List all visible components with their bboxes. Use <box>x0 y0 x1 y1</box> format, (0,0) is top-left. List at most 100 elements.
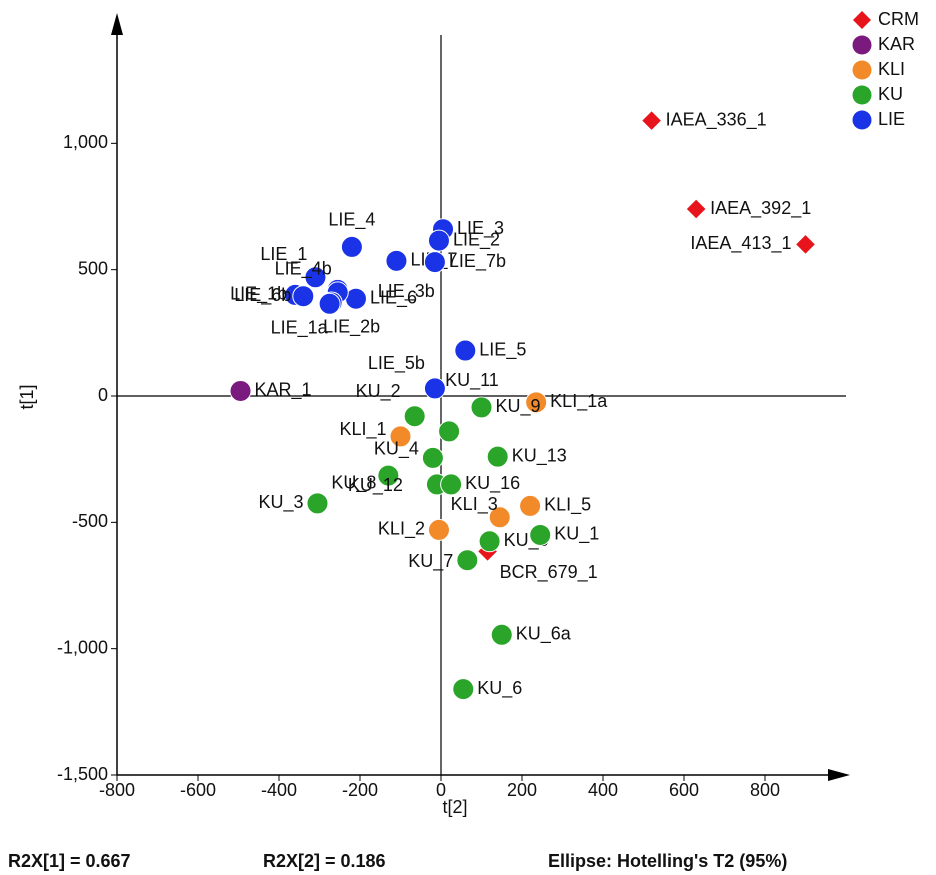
y-tick-label: 1,000 <box>63 132 108 152</box>
point-label: KU_12 <box>348 475 403 496</box>
point-label: LIE_3 <box>457 218 504 239</box>
point <box>292 285 315 308</box>
y-axis-label: t[1] <box>17 384 37 409</box>
point-label: KU_6a <box>516 624 572 645</box>
point-label: BCR_679_1 <box>500 562 598 583</box>
x-tick-label: -600 <box>180 780 216 800</box>
point-label: KLI_2 <box>378 519 425 540</box>
point-label: IAEA_336_1 <box>666 109 767 130</box>
point-label: LIE_7b <box>449 251 506 272</box>
legend-label: KAR <box>878 34 915 54</box>
point <box>452 678 475 701</box>
point <box>423 251 446 274</box>
point-label: LIE_4b <box>275 259 332 280</box>
point <box>640 109 663 132</box>
point-label: KU_11 <box>445 370 499 391</box>
point-label: LIE_2 <box>453 229 500 250</box>
point <box>529 523 552 546</box>
x-tick-label: 600 <box>669 780 699 800</box>
point <box>304 266 327 289</box>
point <box>389 425 412 448</box>
point-label: IAEA_413_1 <box>690 233 791 254</box>
point <box>438 420 461 443</box>
point-label: LIE_1a <box>271 317 329 338</box>
annotation: R2X[2] = 0.186 <box>263 851 386 871</box>
x-tick-label: -200 <box>342 780 378 800</box>
point-label: LIE_6b <box>234 285 291 306</box>
point <box>490 623 513 646</box>
point <box>427 518 450 541</box>
point <box>427 229 450 252</box>
x-tick-label: 800 <box>750 780 780 800</box>
point <box>421 446 444 469</box>
annotation: Ellipse: Hotelling's T2 (95%) <box>548 851 787 871</box>
point <box>685 198 707 220</box>
point <box>519 494 542 517</box>
point <box>403 405 426 428</box>
point <box>486 445 509 468</box>
point <box>377 464 400 487</box>
point <box>470 396 493 419</box>
point-label: LIE_2b <box>323 317 380 338</box>
point-label: LIE_6 <box>370 287 417 308</box>
legend-marker <box>852 35 872 55</box>
x-tick-label: 0 <box>436 780 446 800</box>
point-label: LIE_1 <box>260 244 307 265</box>
x-tick-label: -800 <box>99 780 135 800</box>
point-label: LIE_5b <box>368 353 425 374</box>
x-axis-label: t[2] <box>442 797 467 817</box>
y-tick-label: -1,500 <box>57 764 108 784</box>
point-label: KAR_1 <box>255 380 312 401</box>
point-label: IAEA_392_1 <box>710 198 811 219</box>
point <box>440 473 463 496</box>
legend-label: KU <box>878 84 903 104</box>
point-label: KU_4 <box>374 439 419 460</box>
y-tick-label: 500 <box>78 258 108 278</box>
point-label: KU_9 <box>496 396 541 417</box>
point-label: LIE_3b <box>378 281 435 302</box>
point-label: LIE_4 <box>328 210 375 231</box>
x-axis-arrow <box>828 769 850 781</box>
point <box>456 549 479 572</box>
x-tick-label: 400 <box>588 780 618 800</box>
point <box>306 492 329 515</box>
legend-marker <box>852 110 872 130</box>
point-label: KU_6 <box>477 678 522 699</box>
point <box>794 233 817 256</box>
point-label: KU_1 <box>554 524 599 545</box>
point-label: KLI_3 <box>451 494 498 515</box>
x-tick-label: 200 <box>507 780 537 800</box>
legend-marker <box>852 60 872 80</box>
point <box>488 506 511 529</box>
point-label: LIE_1b <box>230 284 287 305</box>
legend-label: LIE <box>878 109 905 129</box>
point-label: KU_13 <box>512 445 567 466</box>
point <box>525 391 548 414</box>
point <box>454 339 477 362</box>
point-label: KU_7 <box>408 551 453 572</box>
legend-marker <box>853 11 871 29</box>
point <box>478 530 501 553</box>
y-tick-label: -500 <box>72 511 108 531</box>
legend-label: CRM <box>878 9 919 29</box>
point-label: KU_2 <box>356 381 401 402</box>
legend-marker <box>852 85 872 105</box>
point-label: KU_8 <box>331 472 376 493</box>
point-label: KU_16 <box>465 473 520 494</box>
x-tick-label: -400 <box>261 780 297 800</box>
annotation: R2X[1] = 0.667 <box>8 851 131 871</box>
point-label: KLI_5 <box>544 495 591 516</box>
point-label: KU_3 <box>258 492 303 513</box>
y-axis-arrow <box>111 13 123 35</box>
point <box>229 379 252 402</box>
point <box>340 235 363 258</box>
point <box>423 377 446 400</box>
point <box>318 292 341 315</box>
y-tick-label: -1,000 <box>57 637 108 657</box>
y-tick-label: 0 <box>98 385 108 405</box>
point <box>385 249 408 272</box>
point-label: KLI_1 <box>339 419 386 440</box>
point-label: LIE_5 <box>479 339 526 360</box>
legend-label: KLI <box>878 59 905 79</box>
